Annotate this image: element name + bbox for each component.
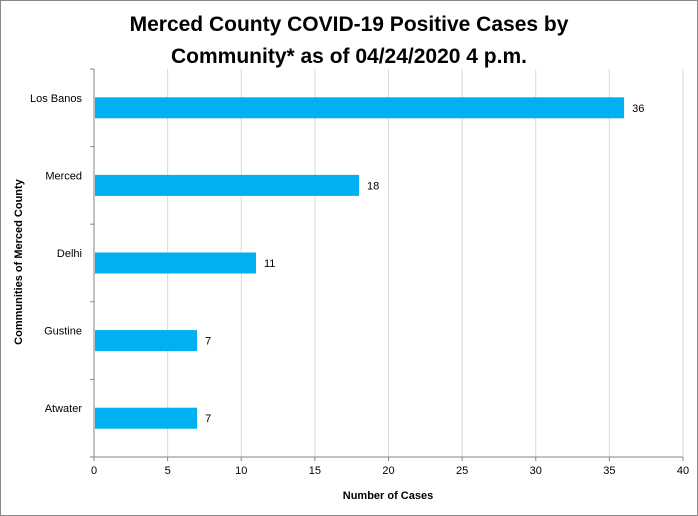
- chart-title-line-1: Merced County COVID-19 Positive Cases by: [130, 13, 569, 36]
- y-tick-label-gustine: Gustine: [44, 326, 82, 338]
- data-label-merced: 18: [367, 180, 379, 192]
- bars: [95, 97, 625, 429]
- x-axis-title: Number of Cases: [343, 490, 433, 502]
- data-label-los-banos: 36: [632, 103, 644, 115]
- y-tick-label-atwater: Atwater: [45, 403, 83, 415]
- labels: Los Banos 36 Merced 18 Delhi 11 Gustine 7 Atwate…: [30, 93, 689, 477]
- chart-title-line-2: Community* as of 04/24/2020 4 p.m.: [171, 45, 527, 68]
- bar-gustine: [95, 330, 198, 352]
- x-tick-label-15: 15: [309, 465, 321, 477]
- data-label-gustine: 7: [205, 336, 211, 348]
- data-label-atwater: 7: [205, 413, 211, 425]
- x-tick-label-5: 5: [165, 465, 171, 477]
- x-tick-label-25: 25: [456, 465, 468, 477]
- x-tick-label-35: 35: [603, 465, 615, 477]
- bar-merced: [95, 174, 360, 196]
- y-tick-label-delhi: Delhi: [57, 248, 82, 260]
- y-tick-label-los-banos: Los Banos: [30, 93, 82, 105]
- bar-atwater: [95, 407, 198, 429]
- x-tick-label-0: 0: [91, 465, 97, 477]
- x-tick-label-30: 30: [530, 465, 542, 477]
- data-label-delhi: 11: [264, 258, 275, 270]
- axes: [90, 68, 684, 461]
- y-axis-title: Communities of Merced County: [13, 178, 25, 345]
- x-tick-label-10: 10: [235, 465, 247, 477]
- x-tick-label-40: 40: [677, 465, 689, 477]
- gridlines: [167, 69, 684, 457]
- bar-delhi: [95, 252, 256, 274]
- x-tick-label-20: 20: [382, 465, 394, 477]
- bar-los-banos: [95, 97, 625, 119]
- y-tick-label-merced: Merced: [45, 170, 82, 182]
